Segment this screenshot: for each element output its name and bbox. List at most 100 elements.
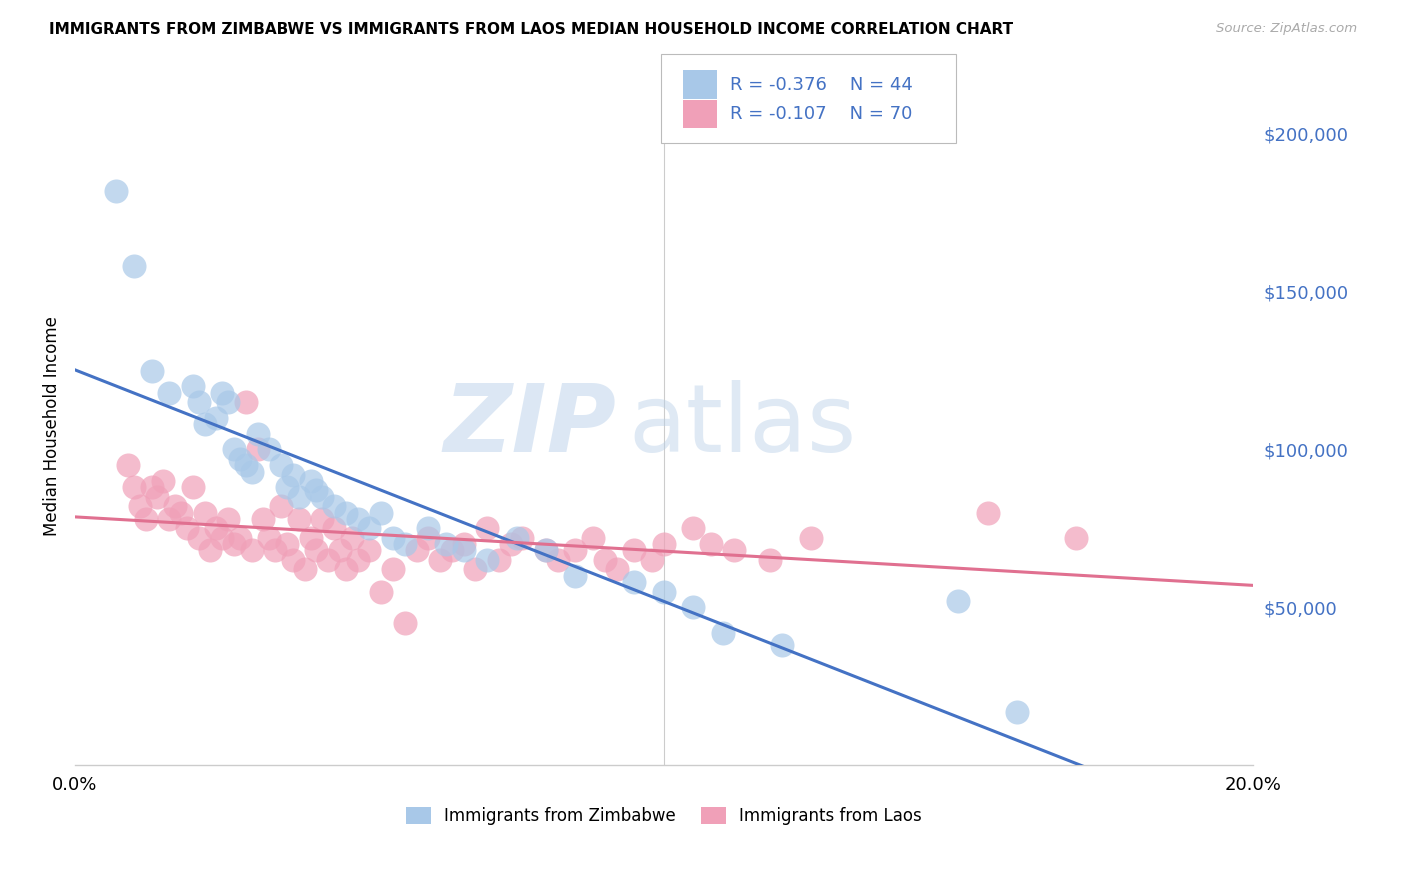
- Point: [475, 553, 498, 567]
- Point: [488, 553, 510, 567]
- Point: [711, 625, 734, 640]
- Point: [682, 600, 704, 615]
- Point: [270, 500, 292, 514]
- Point: [323, 521, 346, 535]
- Point: [246, 442, 269, 457]
- Point: [252, 512, 274, 526]
- Point: [652, 584, 675, 599]
- Point: [157, 385, 180, 400]
- Point: [122, 480, 145, 494]
- Point: [211, 531, 233, 545]
- Point: [229, 451, 252, 466]
- Point: [323, 500, 346, 514]
- Point: [418, 531, 440, 545]
- Text: R = -0.107    N = 70: R = -0.107 N = 70: [730, 105, 912, 123]
- Point: [311, 512, 333, 526]
- Point: [187, 531, 209, 545]
- Point: [299, 474, 322, 488]
- Point: [564, 568, 586, 582]
- Point: [276, 480, 298, 494]
- Point: [141, 363, 163, 377]
- Point: [346, 553, 368, 567]
- Point: [165, 500, 187, 514]
- Point: [394, 537, 416, 551]
- Point: [329, 543, 352, 558]
- Point: [299, 531, 322, 545]
- Point: [1064, 531, 1087, 545]
- Point: [316, 553, 339, 567]
- Point: [181, 379, 204, 393]
- Point: [311, 490, 333, 504]
- Point: [800, 531, 823, 545]
- Point: [217, 395, 239, 409]
- Point: [305, 483, 328, 498]
- Point: [305, 543, 328, 558]
- Point: [235, 395, 257, 409]
- Point: [193, 417, 215, 432]
- Point: [259, 442, 281, 457]
- Point: [335, 506, 357, 520]
- Legend: Immigrants from Zimbabwe, Immigrants from Laos: Immigrants from Zimbabwe, Immigrants fro…: [399, 800, 928, 831]
- Point: [187, 395, 209, 409]
- Point: [240, 465, 263, 479]
- Point: [217, 512, 239, 526]
- Point: [346, 512, 368, 526]
- Point: [464, 562, 486, 576]
- Point: [505, 531, 527, 545]
- Point: [117, 458, 139, 473]
- Point: [229, 531, 252, 545]
- Point: [641, 553, 664, 567]
- Point: [276, 537, 298, 551]
- Point: [335, 562, 357, 576]
- Point: [281, 553, 304, 567]
- Point: [652, 537, 675, 551]
- Point: [359, 521, 381, 535]
- Text: ZIP: ZIP: [444, 380, 617, 472]
- Point: [434, 537, 457, 551]
- Point: [582, 531, 605, 545]
- Point: [547, 553, 569, 567]
- Point: [370, 506, 392, 520]
- Point: [564, 543, 586, 558]
- Point: [157, 512, 180, 526]
- Point: [758, 553, 780, 567]
- Point: [141, 480, 163, 494]
- Text: Source: ZipAtlas.com: Source: ZipAtlas.com: [1216, 22, 1357, 36]
- Point: [222, 442, 245, 457]
- Point: [475, 521, 498, 535]
- Point: [294, 562, 316, 576]
- Point: [770, 638, 793, 652]
- Point: [429, 553, 451, 567]
- Point: [176, 521, 198, 535]
- Point: [623, 575, 645, 590]
- Point: [593, 553, 616, 567]
- Point: [235, 458, 257, 473]
- Point: [418, 521, 440, 535]
- Point: [948, 594, 970, 608]
- Point: [682, 521, 704, 535]
- Text: atlas: atlas: [628, 380, 856, 472]
- Point: [512, 531, 534, 545]
- Point: [200, 543, 222, 558]
- Point: [205, 410, 228, 425]
- Point: [370, 584, 392, 599]
- Point: [723, 543, 745, 558]
- Point: [405, 543, 427, 558]
- Point: [211, 385, 233, 400]
- Point: [976, 506, 998, 520]
- Point: [281, 467, 304, 482]
- Point: [193, 506, 215, 520]
- Point: [152, 474, 174, 488]
- Point: [270, 458, 292, 473]
- Point: [499, 537, 522, 551]
- Point: [240, 543, 263, 558]
- Point: [359, 543, 381, 558]
- Point: [135, 512, 157, 526]
- Point: [122, 260, 145, 274]
- Point: [381, 562, 404, 576]
- Point: [259, 531, 281, 545]
- Point: [287, 512, 309, 526]
- Text: IMMIGRANTS FROM ZIMBABWE VS IMMIGRANTS FROM LAOS MEDIAN HOUSEHOLD INCOME CORRELA: IMMIGRANTS FROM ZIMBABWE VS IMMIGRANTS F…: [49, 22, 1014, 37]
- Point: [440, 543, 463, 558]
- Point: [105, 184, 128, 198]
